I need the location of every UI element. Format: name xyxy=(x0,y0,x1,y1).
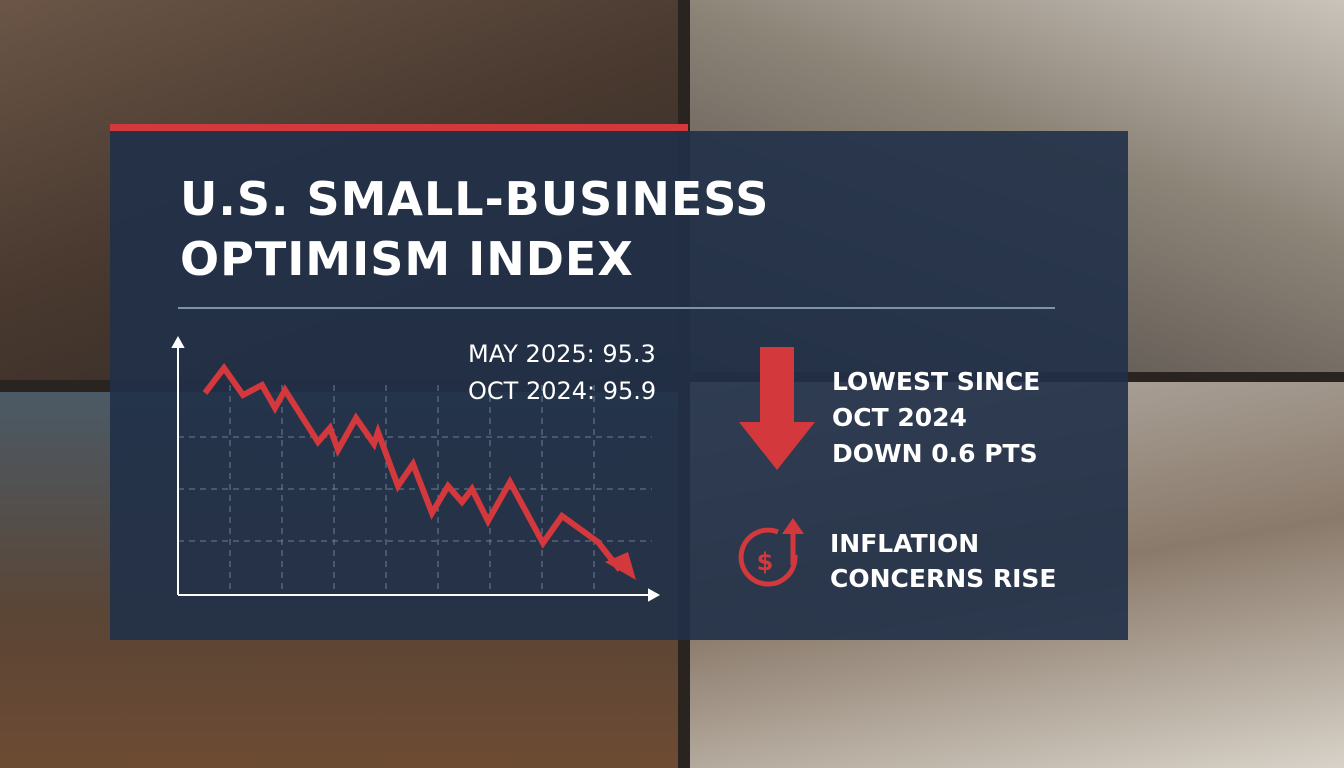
stat-line: MAY 2025: 95.3 xyxy=(468,340,656,368)
inflation-line: CONCERNS RISE xyxy=(830,564,1057,593)
inflation-icon xyxy=(738,527,798,587)
title-line: U.S. SMALL-BUSINESS xyxy=(180,172,770,226)
inflation-icon-arrow xyxy=(782,518,804,534)
inflation-line: INFLATION xyxy=(830,529,980,558)
callout-line: LOWEST SINCE xyxy=(832,367,1041,396)
divider xyxy=(178,307,1055,309)
panel xyxy=(110,131,1128,640)
stat-line: OCT 2024: 95.9 xyxy=(468,377,657,405)
axes xyxy=(171,335,661,602)
title-line: OPTIMISM INDEX xyxy=(180,232,634,286)
accent-bar xyxy=(110,124,688,131)
dollar-sign: $ xyxy=(757,548,774,576)
trend-line xyxy=(202,362,623,572)
grid xyxy=(178,385,652,595)
callout-line: OCT 2024 xyxy=(832,403,967,432)
trend-arrowhead xyxy=(605,552,636,580)
down-arrow xyxy=(739,347,815,470)
callout-line: DOWN 0.6 PTS xyxy=(832,439,1038,468)
